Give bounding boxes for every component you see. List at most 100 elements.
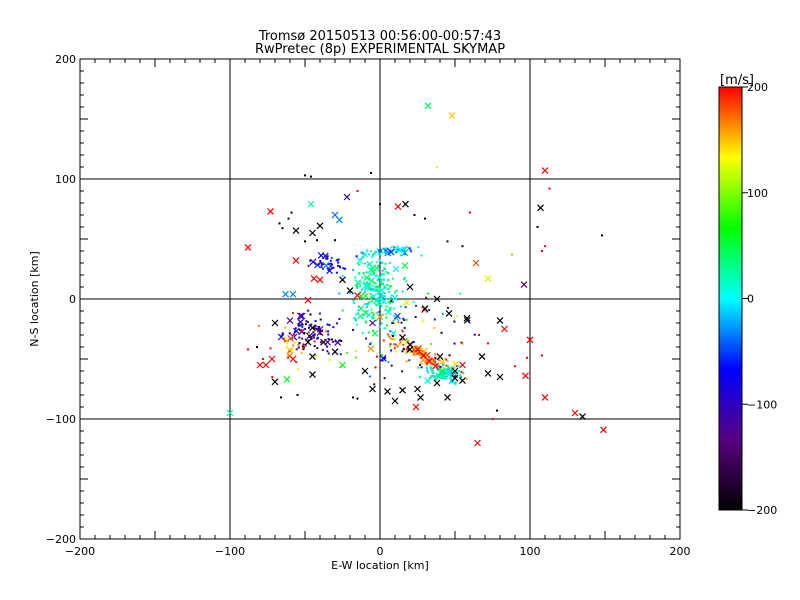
data-point-dot xyxy=(387,279,390,282)
data-point-dot xyxy=(316,239,318,242)
chart-subtitle: RwPretec (8p) EXPERIMENTAL SKYMAP xyxy=(255,42,505,57)
data-point-dot xyxy=(365,271,368,274)
data-point-dot xyxy=(289,347,292,350)
data-point-dot xyxy=(511,253,513,256)
data-point-cross xyxy=(436,353,444,361)
data-point-dot xyxy=(305,320,308,323)
data-point-cross xyxy=(433,295,441,303)
data-point-dot xyxy=(405,348,408,351)
data-point-dot xyxy=(377,277,380,280)
data-point-dot xyxy=(420,366,423,369)
data-point-dot xyxy=(450,366,453,369)
data-point-dot xyxy=(247,348,249,351)
data-point-cross xyxy=(322,261,330,269)
data-point-dot xyxy=(401,290,404,293)
data-point-dot xyxy=(424,217,426,220)
data-point-dot xyxy=(282,337,285,340)
data-point-dot xyxy=(297,346,300,349)
data-point-dot xyxy=(300,329,303,332)
data-point-dot xyxy=(312,336,315,339)
data-point-dot xyxy=(376,289,379,292)
data-point-dot xyxy=(404,305,407,308)
data-point-dot xyxy=(358,271,361,274)
data-point-dot xyxy=(459,374,462,377)
data-point-dot xyxy=(403,278,406,281)
data-point-dot xyxy=(435,363,438,366)
data-point-dot xyxy=(418,349,421,352)
data-point-dot xyxy=(300,352,303,355)
data-point-dot xyxy=(378,259,381,262)
data-point-dot xyxy=(435,374,438,377)
data-point-dot xyxy=(398,343,401,346)
data-point-dot xyxy=(491,418,494,420)
data-point-dot xyxy=(298,324,301,327)
x-tick-label: 200 xyxy=(670,545,691,558)
data-point-dot xyxy=(404,298,407,301)
data-point-dot xyxy=(372,287,375,290)
data-point-dot xyxy=(288,332,291,335)
data-point-dot xyxy=(364,291,367,294)
data-point-dot xyxy=(379,280,382,283)
data-point-dot xyxy=(487,342,489,345)
data-point-cross xyxy=(361,367,369,375)
data-point-dot xyxy=(308,334,311,337)
data-point-dot xyxy=(413,214,416,216)
data-point-dot xyxy=(401,329,404,332)
data-point-dot xyxy=(389,296,392,299)
data-point-cross xyxy=(435,372,443,380)
data-point-dot xyxy=(308,326,311,329)
data-point-cross xyxy=(271,319,279,327)
data-point-cross xyxy=(401,249,409,257)
data-point-cross xyxy=(331,348,339,356)
data-point-dot xyxy=(298,336,301,339)
data-point-dot xyxy=(433,326,436,329)
data-point-dot xyxy=(357,263,360,266)
data-point-dot xyxy=(310,335,313,338)
data-point-cross xyxy=(520,281,528,289)
data-point-dot xyxy=(391,338,394,341)
data-point-cross xyxy=(522,372,529,380)
data-point-dot xyxy=(412,301,415,304)
data-points xyxy=(226,102,607,447)
data-point-dot xyxy=(374,250,377,253)
data-point-dot xyxy=(313,327,316,330)
data-point-dot xyxy=(326,345,329,348)
data-point-dot xyxy=(304,344,307,347)
data-point-dot xyxy=(372,253,375,256)
data-point-dot xyxy=(460,370,463,373)
data-point-dot xyxy=(356,282,359,285)
data-point-dot xyxy=(446,364,449,367)
data-point-cross xyxy=(463,314,471,322)
data-point-dot xyxy=(389,285,392,288)
data-point-dot xyxy=(382,295,385,298)
data-point-dot xyxy=(432,372,435,375)
x-tick-labels: −200 −100 0 100 200 xyxy=(65,545,691,558)
data-point-dot xyxy=(450,377,453,380)
data-point-cross xyxy=(541,393,549,401)
data-point-dot xyxy=(314,354,317,357)
data-point-cross xyxy=(420,351,427,359)
data-point-cross xyxy=(463,316,471,324)
data-point-dot xyxy=(365,281,368,284)
data-point-dot xyxy=(395,289,398,292)
data-point-dot xyxy=(380,354,383,357)
data-point-dot xyxy=(309,313,312,316)
data-point-cross xyxy=(309,353,316,361)
data-point-cross xyxy=(445,309,453,317)
data-point-dot xyxy=(544,245,546,248)
data-point-dot xyxy=(400,254,403,257)
data-point-dot xyxy=(440,369,443,372)
data-point-dot xyxy=(378,310,381,313)
data-point-dot xyxy=(283,340,286,343)
data-point-dot xyxy=(319,329,322,332)
data-point-dot xyxy=(359,281,362,284)
data-point-cross xyxy=(371,329,379,337)
data-point-dot xyxy=(314,327,317,330)
data-point-dot xyxy=(341,274,344,277)
data-point-cross xyxy=(496,373,504,381)
data-point-dot xyxy=(355,284,358,287)
data-point-dot xyxy=(360,251,363,254)
data-point-dot xyxy=(292,344,295,347)
data-point-cross xyxy=(424,377,432,385)
data-point-cross xyxy=(268,355,276,363)
